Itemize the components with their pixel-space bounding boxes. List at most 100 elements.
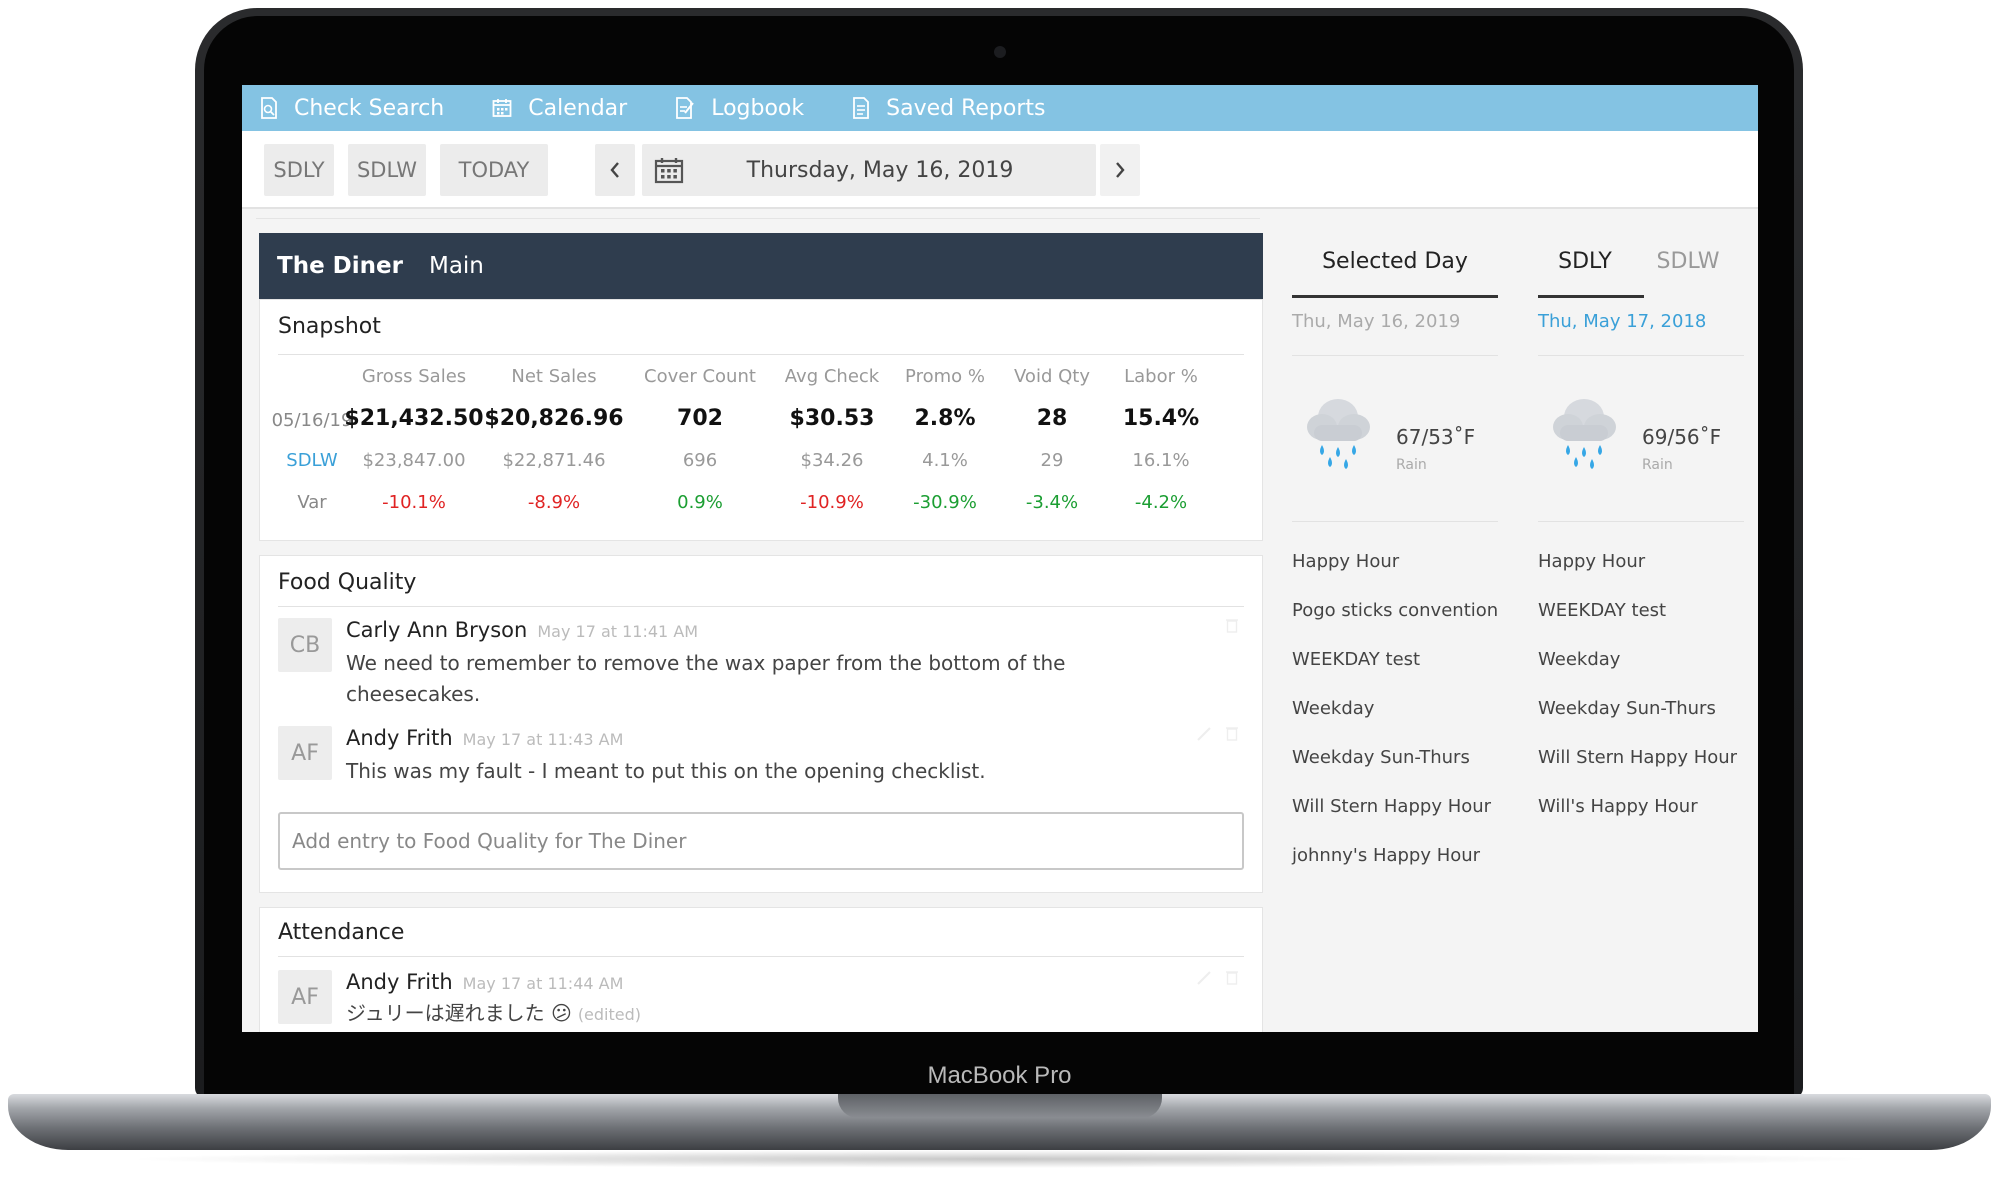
column-header: Avg Check [784, 366, 880, 387]
event-item: WEEKDAY test [1292, 649, 1421, 670]
variance-value: -8.9% [527, 492, 581, 513]
rain-cloud-icon [1307, 399, 1370, 469]
tab-selected-day[interactable]: Selected Day [1322, 249, 1468, 274]
delete-icon[interactable] [1226, 726, 1238, 741]
app-screen: Check Search Calendar Logbook Saved Repo… [242, 85, 1758, 1032]
chevron-right-icon [1116, 162, 1125, 178]
variance-value: 0.9% [677, 492, 723, 513]
entry-author: Andy Frith May 17 at 11:44 AM [346, 970, 623, 994]
nav-label: Check Search [294, 95, 445, 121]
entry-text: We need to remember to remove the wax pa… [346, 651, 1066, 706]
check-search-icon [261, 97, 277, 119]
next-day-button[interactable] [1100, 144, 1140, 196]
calendar-icon [492, 99, 512, 117]
nav-check-search[interactable]: Check Search [260, 96, 444, 121]
event-item: Will Stern Happy Hour [1292, 796, 1492, 817]
entry-author: Carly Ann Bryson May 17 at 11:41 AM [346, 618, 698, 642]
log-entry: CB Carly Ann Bryson May 17 at 11:41 AM We… [278, 618, 1238, 722]
divider [278, 606, 1244, 607]
entry-timestamp: May 17 at 11:44 AM [462, 974, 624, 993]
table-row: Var -10.1% -8.9% 0.9% -10.9% -30.9% -3.4… [260, 492, 1264, 522]
entry-text: This was my fault - I meant to put this … [346, 759, 986, 783]
avg-check-value: $30.53 [789, 406, 875, 431]
table-row: 05/16/19 $21,432.50 $20,826.96 702 $30.5… [260, 406, 1264, 436]
nav-logbook[interactable]: Logbook [675, 96, 804, 121]
divider [1538, 355, 1744, 356]
column-header: Net Sales [511, 366, 597, 387]
device-label: MacBook Pro [927, 1062, 1072, 1089]
calendar-icon [654, 158, 684, 184]
sdlw-link[interactable]: SDLW [286, 450, 338, 471]
entry-timestamp: May 17 at 11:41 AM [537, 622, 699, 641]
selected-date: Thursday, May 16, 2019 [746, 157, 1014, 183]
snapshot-card: Snapshot Gross Sales Net Sales Cover Cou… [259, 299, 1263, 541]
compare-condition: Rain [1642, 457, 1673, 473]
table-cell: $22,871.46 [502, 450, 606, 471]
selected-day-date: Thu, May 16, 2019 [1292, 311, 1461, 332]
tab-underline [1292, 295, 1498, 298]
laptop-shadow [120, 1150, 1880, 1168]
edit-icon[interactable] [1196, 970, 1212, 986]
column-header: Cover Count [644, 366, 756, 387]
entry-actions [1182, 726, 1238, 742]
variance-value: -30.9% [913, 492, 977, 513]
table-cell: 16.1% [1132, 450, 1190, 471]
card-title: Snapshot [278, 314, 381, 339]
today-button[interactable]: TODAY [440, 144, 548, 196]
variance-value: -10.1% [382, 492, 446, 513]
entry-actions [1212, 618, 1238, 633]
divider [278, 354, 1244, 355]
nav-label: Calendar [528, 95, 628, 121]
column-header: Void Qty [1014, 366, 1090, 387]
add-entry-input[interactable] [278, 812, 1244, 870]
table-cell: $23,847.00 [362, 450, 466, 471]
edit-icon[interactable] [1196, 726, 1212, 742]
divider [278, 956, 1244, 957]
tab-sdlw[interactable]: SDLW [1656, 249, 1720, 274]
tab-sdly[interactable]: SDLY [1558, 249, 1612, 274]
entry-text: ジュリーは遅れました 😕 (edited) [346, 998, 1136, 1030]
column-header: Promo % [905, 366, 985, 387]
variance-value: -4.2% [1134, 492, 1188, 513]
avatar: CB [278, 618, 332, 672]
author-name: Andy Frith [346, 970, 453, 994]
event-item: Will's Happy Hour [1538, 796, 1698, 817]
selected-temperature: 67/53˚F [1396, 425, 1476, 449]
compare-day-date[interactable]: Thu, May 17, 2018 [1538, 311, 1707, 332]
event-item: Weekday [1538, 649, 1621, 670]
nav-label: Logbook [711, 95, 805, 121]
avatar: AF [278, 726, 332, 780]
delete-icon[interactable] [1226, 970, 1238, 985]
table-cell: 696 [682, 450, 718, 471]
card-title: Food Quality [278, 570, 417, 595]
nav-calendar[interactable]: Calendar [492, 96, 627, 121]
table-cell: $34.26 [800, 450, 864, 471]
date-toolbar: SDLY SDLW TODAY Thursday, May 16, 2019 [242, 131, 1758, 209]
nav-label: Saved Reports [886, 95, 1046, 121]
author-name: Andy Frith [346, 726, 453, 750]
divider [1292, 355, 1498, 356]
column-header: Labor % [1124, 366, 1198, 387]
table-row: SDLW $23,847.00 $22,871.46 696 $34.26 4.… [260, 450, 1264, 480]
row-label: 05/16/19 [271, 410, 353, 431]
sdlw-button[interactable]: SDLW [348, 144, 426, 196]
saved-reports-icon [853, 97, 870, 119]
chevron-left-icon [610, 162, 619, 178]
promo-value: 2.8% [914, 406, 976, 431]
log-entry: AF Andy Frith May 17 at 11:44 AM ジュリーは遅れま… [278, 970, 1238, 1032]
delete-icon[interactable] [1226, 618, 1238, 633]
date-picker[interactable]: Thursday, May 16, 2019 [642, 144, 1096, 196]
nav-saved-reports[interactable]: Saved Reports [852, 96, 1045, 121]
void-qty-value: 28 [1036, 406, 1068, 431]
previous-day-button[interactable] [595, 144, 635, 196]
entry-text-body: ジュリーは遅れました 😕 [346, 1001, 572, 1025]
card-title: Attendance [278, 920, 405, 945]
event-item: Weekday Sun-Thurs [1538, 698, 1716, 719]
selected-condition: Rain [1396, 457, 1427, 473]
event-item: Will Stern Happy Hour [1538, 747, 1738, 768]
sdly-button[interactable]: SDLY [264, 144, 334, 196]
location-area: Main [428, 253, 484, 279]
variance-value: -10.9% [800, 492, 864, 513]
log-entry: AF Andy Frith May 17 at 11:43 AM This was… [278, 726, 1238, 796]
main-content: The Diner Main Snapshot Gross Sales Net … [242, 209, 1758, 1032]
